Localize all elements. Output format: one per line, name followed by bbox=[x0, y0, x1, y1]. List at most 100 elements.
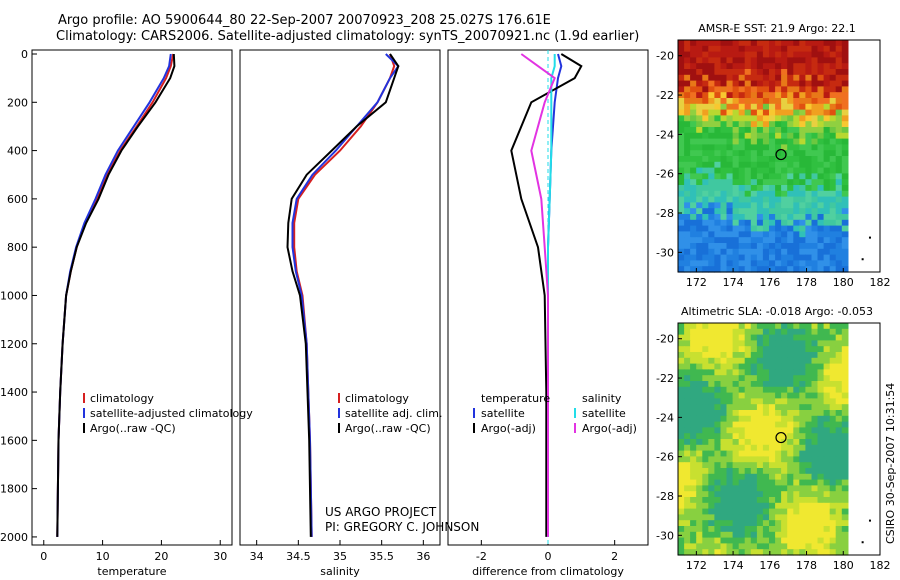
sst-map-xtick-label: 178 bbox=[796, 276, 817, 289]
sla-map-cell bbox=[829, 375, 837, 382]
sst-map-cell bbox=[817, 254, 825, 261]
sla-map-cell bbox=[787, 369, 794, 376]
sla-map-cell bbox=[720, 543, 728, 550]
sst-map-cell bbox=[841, 57, 849, 64]
sst-map-cell bbox=[720, 202, 728, 209]
sla-map-cell bbox=[756, 386, 764, 394]
sla-map-cell bbox=[720, 433, 728, 440]
sla-map-cell bbox=[805, 479, 813, 486]
sst-map-cell bbox=[762, 150, 770, 157]
sla-map-cell bbox=[799, 444, 806, 452]
sla-map-cell bbox=[799, 502, 806, 510]
sla-map-cell bbox=[702, 346, 709, 353]
sst-map-cell bbox=[690, 248, 697, 256]
sla-map-cell bbox=[684, 531, 691, 539]
sst-map-cell bbox=[756, 121, 764, 128]
sst-map-cell bbox=[793, 86, 800, 93]
sst-map-cell bbox=[762, 254, 770, 261]
temperature-series-climatology bbox=[56, 53, 175, 537]
sst-map-cell bbox=[678, 156, 685, 163]
sla-map-cell bbox=[799, 404, 806, 411]
sst-map-cell bbox=[811, 103, 819, 111]
sla-map-cell bbox=[817, 357, 825, 365]
sst-map-cell bbox=[732, 254, 740, 261]
sst-map-cell bbox=[702, 185, 709, 192]
sla-map-cell bbox=[756, 392, 764, 399]
sst-map-cell bbox=[829, 254, 837, 261]
sla-map-cell bbox=[708, 357, 715, 365]
sst-map-cell bbox=[756, 185, 764, 192]
sst-map-ytick-label: -30 bbox=[656, 246, 674, 259]
sst-map-cell bbox=[696, 179, 703, 186]
sla-map-cell bbox=[805, 415, 813, 423]
sst-map-cell bbox=[690, 63, 697, 70]
sla-map-cell bbox=[829, 369, 837, 376]
sla-map-cell bbox=[793, 375, 800, 382]
sst-map-cell bbox=[750, 243, 758, 250]
sst-map-cell bbox=[726, 74, 734, 82]
sla-map-cell bbox=[799, 392, 806, 399]
sla-map-cell bbox=[817, 328, 825, 336]
sla-map-cell bbox=[732, 502, 740, 510]
temperature-ytick-label: 400 bbox=[7, 145, 28, 158]
sst-map-cell bbox=[744, 115, 752, 122]
sla-map-cell bbox=[726, 508, 734, 515]
sla-map-cell bbox=[738, 514, 746, 521]
sst-map-cell bbox=[805, 45, 813, 53]
sla-map-cell bbox=[696, 485, 703, 492]
sst-map-cell bbox=[696, 69, 703, 76]
sla-map-cell bbox=[696, 520, 703, 527]
sst-map-cell bbox=[811, 74, 819, 82]
sla-map-cell bbox=[756, 340, 764, 347]
sst-map-cell bbox=[702, 63, 709, 70]
sst-map-cell bbox=[684, 51, 691, 58]
sst-map-cell bbox=[690, 144, 697, 151]
sst-map-cell bbox=[793, 190, 800, 198]
sla-map-xtick-label: 180 bbox=[833, 559, 854, 572]
sst-map-cell bbox=[732, 74, 740, 82]
sst-map-cell bbox=[744, 173, 752, 180]
sla-map-cell bbox=[781, 456, 788, 463]
sst-map-cell bbox=[750, 121, 758, 128]
sla-map-cell bbox=[823, 549, 831, 556]
sst-map-cell bbox=[787, 231, 794, 238]
sst-map-cell bbox=[726, 219, 734, 227]
sst-map-cell bbox=[696, 132, 703, 140]
sst-map-cell bbox=[678, 243, 685, 250]
sla-map-cell bbox=[805, 514, 813, 521]
sla-map-cell bbox=[775, 502, 782, 510]
sst-map-cell bbox=[799, 214, 806, 221]
sla-map-cell bbox=[738, 381, 746, 388]
sst-map-cell bbox=[678, 69, 685, 76]
sla-map-cell bbox=[841, 491, 849, 498]
sst-map-cell bbox=[750, 179, 758, 186]
sla-map-cell bbox=[805, 468, 813, 475]
sla-map-cell bbox=[738, 479, 746, 486]
sst-map-cell bbox=[714, 208, 722, 215]
sst-map-cell bbox=[811, 156, 819, 163]
sla-map-cell bbox=[835, 520, 843, 527]
sla-map-cell bbox=[835, 375, 843, 382]
sst-map-cell bbox=[781, 132, 788, 140]
sst-map-cell bbox=[708, 98, 715, 105]
sst-map-ytick-label: -20 bbox=[656, 50, 674, 63]
sst-map-cell bbox=[799, 202, 806, 209]
sla-map-cell bbox=[811, 473, 819, 481]
sla-map-cell bbox=[835, 415, 843, 423]
sla-map-cell bbox=[732, 491, 740, 498]
sst-map-cell bbox=[696, 167, 703, 174]
sla-map-cell bbox=[841, 427, 849, 434]
sla-map-cell bbox=[690, 439, 697, 446]
sla-map-cell bbox=[817, 381, 825, 388]
sla-map-cell bbox=[841, 323, 849, 330]
sst-map-cell bbox=[750, 51, 758, 58]
sla-map-cell bbox=[769, 334, 776, 341]
sst-map-cell bbox=[732, 115, 740, 122]
sst-map-cell bbox=[678, 260, 685, 267]
sla-map-cell bbox=[817, 369, 825, 376]
temperature-xtick-label: 30 bbox=[213, 550, 227, 563]
sst-map-cell bbox=[835, 208, 843, 215]
sst-map-cell bbox=[762, 173, 770, 180]
sla-map-cell bbox=[775, 456, 782, 463]
sla-map-cell bbox=[769, 543, 776, 550]
